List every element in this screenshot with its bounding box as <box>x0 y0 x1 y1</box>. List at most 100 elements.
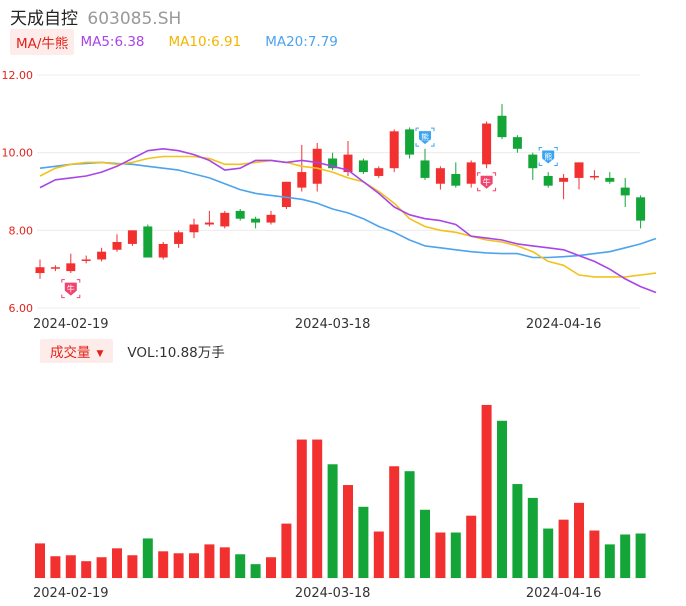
candle-body[interactable] <box>328 158 338 169</box>
candle-body[interactable] <box>589 175 599 178</box>
bear-shield-icon <box>542 150 555 164</box>
volume-bar[interactable] <box>343 485 353 578</box>
candle-body[interactable] <box>158 243 168 258</box>
candle-body[interactable] <box>374 168 384 176</box>
volume-bar[interactable] <box>635 533 646 579</box>
candle-body[interactable] <box>559 177 569 182</box>
badge-corner <box>431 143 435 147</box>
ma-indicator-tab[interactable]: MA/牛熊 <box>10 29 75 55</box>
volume-bar[interactable] <box>142 538 153 578</box>
bull-shield-icon <box>480 175 493 189</box>
volume-bar[interactable] <box>558 519 569 578</box>
volume-bar[interactable] <box>543 528 554 578</box>
volume-bar[interactable] <box>497 420 507 578</box>
candle-body[interactable] <box>35 267 45 274</box>
candle-body[interactable] <box>174 232 184 244</box>
volume-bar[interactable] <box>35 543 45 578</box>
volume-bar[interactable] <box>373 531 384 578</box>
candle-body[interactable] <box>112 241 122 250</box>
candle-body[interactable] <box>466 162 476 184</box>
stock-code: 603085.SH <box>87 9 182 29</box>
volume-bar[interactable] <box>189 553 199 578</box>
volume-bar[interactable] <box>281 523 292 578</box>
candle-body[interactable] <box>312 148 322 184</box>
volume-bar[interactable] <box>327 464 338 578</box>
volume-value: VOL:10.88万手 <box>127 345 225 361</box>
candle-body[interactable] <box>512 137 522 149</box>
volume-bar[interactable] <box>589 530 600 578</box>
volume-bar[interactable] <box>527 497 538 578</box>
candle-body[interactable] <box>127 230 137 244</box>
candle-body[interactable] <box>220 212 230 227</box>
volume-bar[interactable] <box>358 506 369 578</box>
volume-bar[interactable] <box>435 532 446 578</box>
volume-bar[interactable] <box>219 547 230 578</box>
candle-body[interactable] <box>358 160 368 173</box>
volume-bar[interactable] <box>312 439 323 578</box>
volume-bar[interactable] <box>65 555 76 578</box>
volume-bar[interactable] <box>420 509 430 578</box>
volume-bar[interactable] <box>604 544 615 578</box>
candle-body[interactable] <box>482 123 492 165</box>
volume-bar[interactable] <box>574 502 584 578</box>
volume-bar[interactable] <box>250 564 261 578</box>
bear-signal-badge[interactable]: 熊 <box>538 147 558 167</box>
candle-body[interactable] <box>435 168 445 184</box>
candle-body[interactable] <box>204 222 214 225</box>
candle-body[interactable] <box>266 214 276 223</box>
volume-bar[interactable] <box>158 551 169 578</box>
y-tick-label: 6.00 <box>9 302 34 315</box>
volume-bar[interactable] <box>450 532 461 578</box>
candle-body[interactable] <box>66 263 76 272</box>
volume-bar[interactable] <box>512 484 523 578</box>
candle-body[interactable] <box>420 160 430 178</box>
ma5-line <box>39 148 657 294</box>
badge-corner <box>492 187 497 192</box>
volume-bar[interactable] <box>404 471 415 578</box>
ma10-line <box>39 155 657 278</box>
bull-signal-badge[interactable]: 牛 <box>477 172 497 192</box>
volume-bar[interactable] <box>466 515 477 578</box>
candle-body[interactable] <box>528 154 538 169</box>
volume-bar[interactable] <box>389 466 400 578</box>
y-tick-label: 8.00 <box>9 224 34 237</box>
bear-signal-badge[interactable]: 熊 <box>415 127 435 147</box>
volume-bar[interactable] <box>112 548 122 578</box>
volume-bar[interactable] <box>81 561 92 578</box>
candle-body[interactable] <box>297 172 307 188</box>
volume-bar[interactable] <box>173 553 184 578</box>
candle-body[interactable] <box>605 177 615 182</box>
candle-body[interactable] <box>543 175 553 186</box>
volume-bar[interactable] <box>235 554 246 578</box>
candle-body[interactable] <box>189 224 199 233</box>
candle-body[interactable] <box>235 210 245 219</box>
volume-bar[interactable] <box>96 557 107 578</box>
candle-body[interactable] <box>451 174 461 186</box>
candle-body[interactable] <box>97 251 107 260</box>
volume-bar[interactable] <box>266 557 276 578</box>
volume-bar[interactable] <box>481 404 492 578</box>
candle-body[interactable] <box>281 181 291 208</box>
candle-body[interactable] <box>81 259 91 261</box>
stock-title: 天成自控 603085.SH <box>10 4 181 29</box>
volume-bar[interactable] <box>296 439 307 578</box>
candle-body[interactable] <box>343 154 353 173</box>
candle-body[interactable] <box>143 226 153 258</box>
volume-bar[interactable] <box>204 544 215 578</box>
badge-corner <box>538 162 543 167</box>
volume-bar[interactable] <box>50 556 61 578</box>
volume-bar[interactable] <box>127 555 138 578</box>
candle-body[interactable] <box>50 267 60 269</box>
volume-bar[interactable] <box>620 534 631 578</box>
candle-body[interactable] <box>497 115 507 138</box>
candle-body[interactable] <box>636 197 646 221</box>
candle-body[interactable] <box>251 218 261 223</box>
bull-shield-icon <box>64 282 77 296</box>
candle-body[interactable] <box>405 129 415 155</box>
bull-signal-badge[interactable]: 牛 <box>61 279 81 299</box>
candle-body[interactable] <box>620 187 630 196</box>
candle-body[interactable] <box>389 131 399 169</box>
candle-body[interactable] <box>574 162 584 178</box>
volume-indicator-dropdown[interactable]: 成交量 ▼ <box>40 339 114 363</box>
